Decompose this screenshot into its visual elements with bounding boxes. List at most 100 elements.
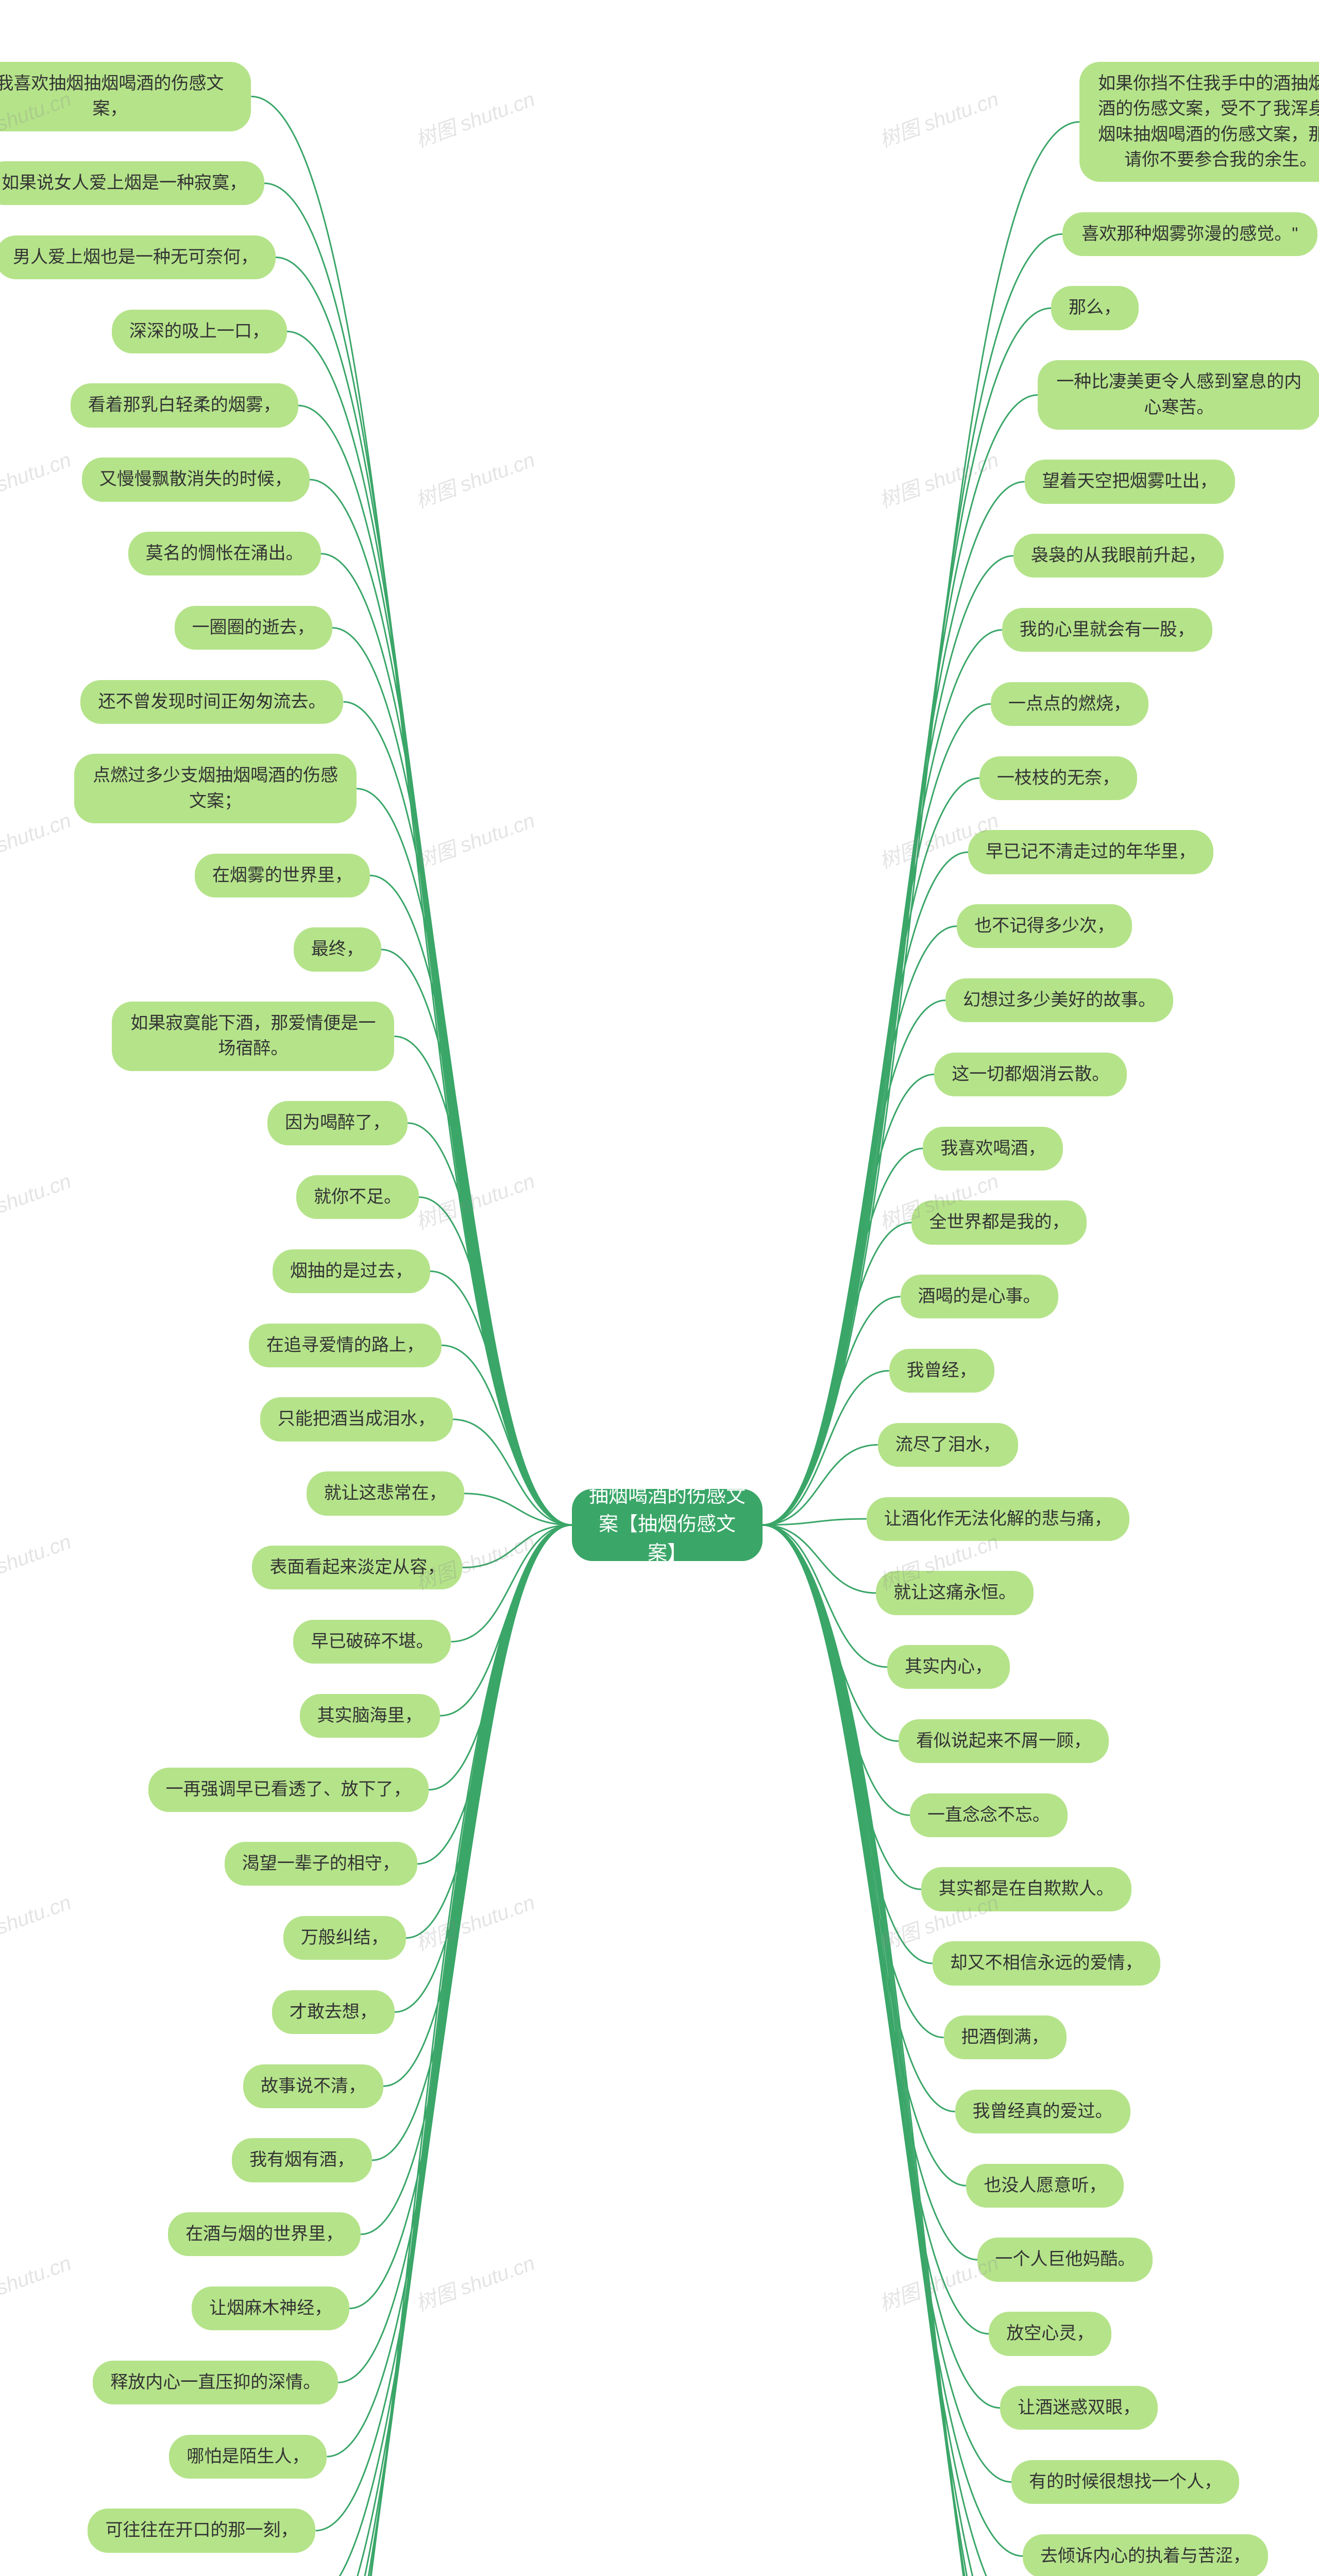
right-leaf: 我喜欢喝酒， — [923, 1127, 1063, 1171]
right-leaf: 也不记得多少次， — [957, 904, 1132, 948]
left-leaf: 哪怕是陌生人， — [169, 2435, 327, 2479]
left-leaf: 深深的吸上一口， — [112, 310, 287, 353]
edge — [763, 1525, 887, 1667]
left-leaf: 最终， — [294, 927, 381, 971]
right-leaf: 就让这痛永恒。 — [876, 1571, 1034, 1615]
right-leaf: 一点点的燃烧， — [991, 682, 1148, 726]
left-leaf: 又慢慢飘散消失的时候， — [82, 457, 310, 501]
edge — [763, 1297, 901, 1525]
left-leaf: 释放内心一直压抑的深情。 — [93, 2361, 338, 2404]
right-leaf: 一枝枝的无奈， — [979, 756, 1137, 800]
edge — [763, 1525, 876, 1593]
edge — [763, 1445, 878, 1525]
left-leaf: 只能把酒当成泪水， — [260, 1397, 453, 1441]
right-leaf: 看似说起来不屑一顾， — [899, 1719, 1109, 1763]
edge — [453, 1419, 572, 1525]
left-leaf: 因为喝醉了， — [267, 1101, 408, 1145]
left-leaf: 万般纠结， — [283, 1916, 406, 1960]
watermark: 树图 shutu.cn — [0, 2246, 75, 2317]
watermark: 树图 shutu.cn — [411, 443, 538, 514]
edge — [763, 1519, 867, 1525]
edge — [282, 1525, 572, 2576]
left-leaf: 表面看起来淡定从容， — [252, 1546, 462, 1589]
right-leaf: 全世界都是我的， — [911, 1200, 1087, 1244]
right-leaf: 让酒迷惑双眼， — [1000, 2386, 1158, 2430]
left-leaf: 看着那乳白轻柔的烟雾， — [71, 383, 298, 427]
edge — [763, 234, 1062, 1525]
left-leaf: 可往往在开口的那一刻， — [88, 2509, 315, 2552]
right-leaf: 让酒化作无法化解的悲与痛， — [867, 1497, 1129, 1541]
left-leaf: 我有烟有酒， — [232, 2138, 372, 2182]
left-leaf: 故事说不清， — [243, 2064, 383, 2108]
left-leaf: 男人爱上烟也是一种无可奈何， — [0, 235, 276, 279]
edge — [270, 1525, 572, 2576]
left-leaf: 在烟雾的世界里， — [195, 854, 370, 897]
left-leaf: 就你不足。 — [296, 1175, 419, 1219]
watermark: 树图 shutu.cn — [874, 82, 1002, 153]
right-leaf: 有的时候很想找一个人， — [1011, 2460, 1239, 2504]
left-leaf: 在追寻爱情的路上， — [249, 1324, 442, 1367]
left-leaf: 还不曾发现时间正匆匆流去。 — [80, 680, 343, 724]
right-leaf: 我曾经真的爱过。 — [955, 2090, 1130, 2133]
left-leaf: 一圈圈的逝去， — [175, 606, 332, 650]
right-leaf: 一个人巨他妈酷。 — [977, 2238, 1153, 2281]
watermark: 树图 shutu.cn — [0, 1886, 75, 1956]
right-leaf: 喜欢那种烟雾弥漫的感觉。" — [1062, 212, 1317, 256]
right-leaf: 其实都是在自欺欺人。 — [921, 1867, 1131, 1911]
left-leaf: 早已破碎不堪。 — [293, 1620, 451, 1664]
left-leaf: 烟抽的是过去， — [273, 1249, 430, 1293]
left-leaf: 我喜欢抽烟抽烟喝酒的伤感文案， — [0, 62, 251, 131]
edge — [244, 1525, 572, 2576]
mindmap-stage: 抽烟喝酒的伤感文案【抽烟伤感文案】 我喜欢抽烟抽烟喝酒的伤感文案， 如果说女人爱上烟… — [0, 0, 1319, 2576]
right-leaf: 那么， — [1051, 286, 1139, 330]
right-leaf: 放空心灵， — [989, 2312, 1111, 2355]
edge — [464, 1494, 572, 1525]
edge — [408, 1123, 572, 1525]
edge — [259, 1525, 572, 2576]
right-leaf: 一直念念不忘。 — [910, 1793, 1068, 1837]
edge — [763, 704, 991, 1525]
watermark: 树图 shutu.cn — [0, 1525, 75, 1596]
right-leaf: 把酒倒满， — [944, 2015, 1067, 2059]
edge — [763, 1148, 923, 1525]
watermark: 树图 shutu.cn — [874, 443, 1002, 514]
edge — [451, 1525, 572, 1641]
left-leaf: 让烟麻木神经， — [192, 2286, 349, 2330]
right-leaf: 酒喝的是心事。 — [901, 1275, 1058, 1318]
left-leaf: 渴望一辈子的相守， — [225, 1842, 417, 1886]
center-node: 抽烟喝酒的伤感文案【抽烟伤感文案】 — [572, 1489, 763, 1561]
right-leaf: 一种比凄美更令人感到窒息的内心寒苦。 — [1038, 360, 1319, 430]
right-leaf: 我的心里就会有一股， — [1002, 608, 1212, 652]
edge — [305, 1525, 572, 2576]
right-leaf: 我曾经， — [889, 1349, 994, 1393]
left-leaf: 一再强调早已看透了、放下了， — [148, 1768, 429, 1811]
right-leaf: 却又不相信永远的爱情， — [933, 1941, 1160, 1985]
left-leaf: 就让这悲常在， — [307, 1471, 464, 1515]
right-leaf: 去倾诉内心的执着与苦涩， — [1023, 2534, 1268, 2576]
right-leaf: 其实内心， — [887, 1645, 1010, 1689]
watermark: 树图 shutu.cn — [411, 804, 538, 874]
watermark: 树图 shutu.cn — [411, 1886, 538, 1956]
right-leaf: 也没人愿意听， — [966, 2164, 1124, 2208]
right-leaf: 这一切都烟消云散。 — [934, 1053, 1127, 1096]
edge — [763, 1371, 889, 1525]
watermark: 树图 shutu.cn — [0, 1164, 75, 1235]
right-leaf: 早已记不清走过的年华里， — [968, 830, 1213, 874]
right-leaf: 流尽了泪水， — [878, 1423, 1018, 1467]
right-leaf: 幻想过多少美好的故事。 — [945, 978, 1173, 1022]
watermark: 树图 shutu.cn — [411, 82, 538, 153]
right-leaf: 如果你挡不住我手中的酒抽烟喝酒的伤感文案，受不了我浑身的烟味抽烟喝酒的伤感文案，… — [1079, 62, 1319, 182]
left-leaf: 如果寂寞能下酒，那爱情便是一场宿醉。 — [112, 1002, 394, 1071]
left-leaf: 点燃过多少支烟抽烟喝酒的伤感文案； — [74, 754, 357, 823]
watermark: 树图 shutu.cn — [411, 2246, 538, 2317]
watermark: 树图 shutu.cn — [0, 804, 75, 874]
left-leaf: 莫名的惆怅在涌出。 — [128, 532, 321, 575]
left-leaf: 其实脑海里， — [300, 1694, 440, 1738]
watermark: 树图 shutu.cn — [0, 443, 75, 514]
watermark: 树图 shutu.cn — [411, 1164, 538, 1235]
right-leaf: 袅袅的从我眼前升起， — [1013, 534, 1224, 578]
right-leaf: 望着天空把烟雾吐出， — [1025, 460, 1235, 503]
left-leaf: 如果说女人爱上烟是一种寂寞， — [0, 161, 264, 205]
left-leaf: 在酒与烟的世界里， — [168, 2212, 361, 2256]
edge — [440, 1525, 572, 1716]
